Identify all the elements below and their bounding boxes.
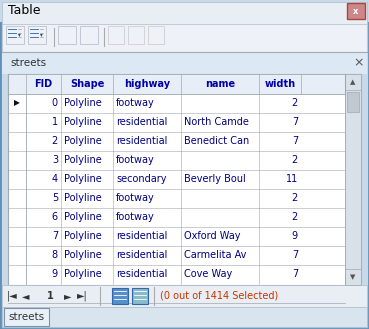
- Text: Polyline: Polyline: [64, 117, 102, 127]
- Text: 1: 1: [46, 291, 54, 301]
- Text: 7: 7: [292, 250, 298, 260]
- Text: Polyline: Polyline: [64, 98, 102, 108]
- Text: streets: streets: [8, 312, 44, 322]
- Bar: [2, 52, 367, 74]
- Bar: [345, 269, 361, 285]
- Bar: [132, 288, 148, 304]
- Text: Benedict Can: Benedict Can: [184, 136, 249, 146]
- Bar: [347, 92, 359, 112]
- Text: 9: 9: [52, 269, 58, 279]
- Text: 2: 2: [292, 155, 298, 165]
- Bar: [148, 26, 164, 44]
- Text: 2: 2: [292, 212, 298, 222]
- Text: 7: 7: [52, 231, 58, 241]
- Text: 3: 3: [52, 155, 58, 165]
- Text: ×: ×: [354, 57, 364, 69]
- Text: residential: residential: [116, 117, 168, 127]
- Text: 2: 2: [292, 193, 298, 203]
- Text: footway: footway: [116, 98, 155, 108]
- Text: ►|: ►|: [77, 291, 87, 301]
- Text: streets: streets: [10, 58, 46, 68]
- Text: ▾: ▾: [39, 33, 42, 38]
- Bar: [108, 26, 124, 44]
- Bar: [345, 74, 361, 90]
- Text: Polyline: Polyline: [64, 250, 102, 260]
- Bar: [0, 0, 369, 22]
- Text: residential: residential: [116, 136, 168, 146]
- Text: residential: residential: [116, 250, 168, 260]
- Text: x: x: [353, 7, 359, 15]
- Text: footway: footway: [116, 212, 155, 222]
- Text: Table: Table: [8, 5, 41, 17]
- Text: ▾: ▾: [18, 33, 20, 38]
- Text: ▼: ▼: [350, 274, 356, 280]
- Text: Beverly Boul: Beverly Boul: [184, 174, 246, 184]
- Text: ◄: ◄: [22, 291, 30, 301]
- Text: 9: 9: [292, 231, 298, 241]
- Text: 6: 6: [52, 212, 58, 222]
- Bar: [2, 285, 367, 307]
- Text: name: name: [205, 79, 235, 89]
- Text: ▲: ▲: [350, 79, 356, 85]
- Text: 7: 7: [292, 117, 298, 127]
- Text: footway: footway: [116, 193, 155, 203]
- Bar: [112, 288, 128, 304]
- Text: width: width: [265, 79, 296, 89]
- Bar: [28, 26, 46, 44]
- Bar: [6, 26, 24, 44]
- Text: Polyline: Polyline: [64, 155, 102, 165]
- Text: footway: footway: [116, 155, 155, 165]
- Text: Polyline: Polyline: [64, 193, 102, 203]
- Text: Carmelita Av: Carmelita Av: [184, 250, 246, 260]
- Text: Polyline: Polyline: [64, 174, 102, 184]
- Text: ►: ►: [64, 291, 72, 301]
- Text: 4: 4: [52, 174, 58, 184]
- Bar: [2, 307, 367, 327]
- Text: Polyline: Polyline: [64, 136, 102, 146]
- Text: Cove Way: Cove Way: [184, 269, 232, 279]
- Text: FID: FID: [34, 79, 52, 89]
- Text: 1: 1: [52, 117, 58, 127]
- Text: Polyline: Polyline: [64, 269, 102, 279]
- Text: 7: 7: [292, 269, 298, 279]
- Text: 2: 2: [52, 136, 58, 146]
- Text: residential: residential: [116, 231, 168, 241]
- Bar: [58, 26, 76, 44]
- Bar: [8, 74, 361, 285]
- Text: 8: 8: [52, 250, 58, 260]
- Text: 2: 2: [292, 98, 298, 108]
- Bar: [345, 74, 361, 285]
- Bar: [80, 26, 98, 44]
- Text: Shape: Shape: [70, 79, 104, 89]
- Text: (0 out of 1414 Selected): (0 out of 1414 Selected): [160, 291, 278, 301]
- Bar: [128, 26, 144, 44]
- Text: 0: 0: [52, 98, 58, 108]
- Bar: [8, 74, 345, 94]
- Text: residential: residential: [116, 269, 168, 279]
- Text: North Camde: North Camde: [184, 117, 249, 127]
- Bar: [4, 308, 49, 326]
- Text: 7: 7: [292, 136, 298, 146]
- Text: |◄: |◄: [7, 291, 17, 301]
- Text: Polyline: Polyline: [64, 231, 102, 241]
- Text: 5: 5: [52, 193, 58, 203]
- Bar: [2, 22, 367, 52]
- Text: secondary: secondary: [116, 174, 166, 184]
- Bar: [347, 3, 365, 19]
- Text: Polyline: Polyline: [64, 212, 102, 222]
- Text: Oxford Way: Oxford Way: [184, 231, 241, 241]
- Text: 11: 11: [286, 174, 298, 184]
- Text: ▶: ▶: [14, 98, 20, 108]
- Text: highway: highway: [124, 79, 170, 89]
- Bar: [2, 2, 367, 24]
